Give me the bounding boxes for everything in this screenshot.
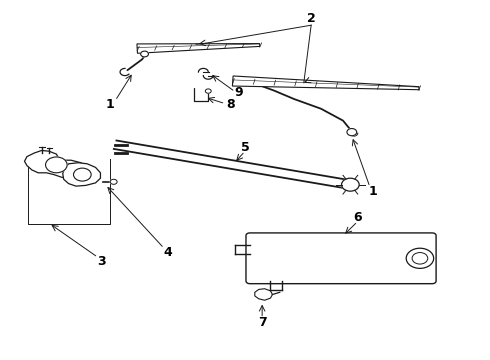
Polygon shape (255, 289, 272, 300)
Polygon shape (232, 76, 419, 90)
Polygon shape (63, 163, 100, 186)
Circle shape (141, 51, 148, 57)
Text: 6: 6 (353, 211, 362, 224)
Circle shape (347, 129, 357, 136)
Text: 1: 1 (369, 185, 378, 198)
Circle shape (205, 89, 211, 93)
Text: 2: 2 (307, 12, 316, 24)
Circle shape (342, 178, 359, 191)
Circle shape (412, 253, 428, 264)
Circle shape (74, 168, 91, 181)
FancyBboxPatch shape (246, 233, 436, 284)
Text: 9: 9 (235, 86, 244, 99)
Text: 4: 4 (164, 246, 172, 259)
Text: 3: 3 (98, 255, 106, 268)
Circle shape (46, 157, 67, 173)
Circle shape (110, 179, 117, 184)
Circle shape (406, 248, 434, 269)
Text: 1: 1 (106, 98, 115, 111)
Text: 8: 8 (226, 98, 235, 111)
Polygon shape (24, 150, 88, 179)
Polygon shape (137, 44, 260, 53)
Text: 5: 5 (241, 141, 249, 154)
Text: 7: 7 (258, 316, 267, 329)
